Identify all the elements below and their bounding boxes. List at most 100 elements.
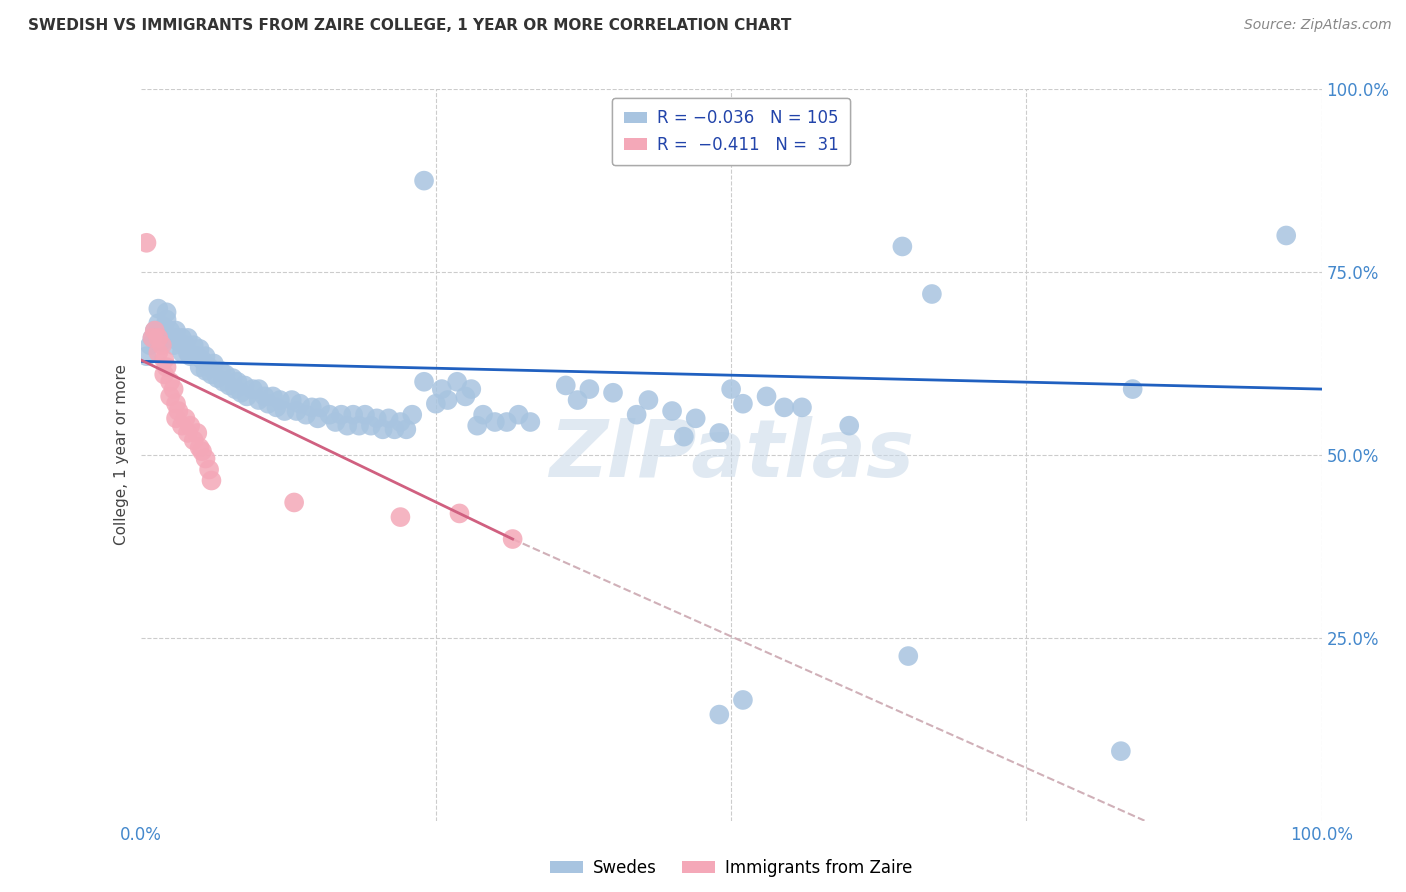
- Point: [209, 364, 232, 378]
- Point: [194, 451, 217, 466]
- Point: [153, 327, 176, 342]
- Point: [307, 411, 329, 425]
- Point: [288, 397, 311, 411]
- Point: [1275, 228, 1298, 243]
- Point: [318, 408, 340, 422]
- Point: [384, 422, 406, 436]
- Point: [731, 397, 754, 411]
- Point: [330, 408, 353, 422]
- Point: [371, 422, 394, 436]
- Point: [1122, 382, 1144, 396]
- Point: [449, 507, 471, 521]
- Point: [262, 389, 284, 403]
- Point: [266, 401, 288, 415]
- Point: [174, 411, 197, 425]
- Point: [198, 360, 221, 375]
- Point: [183, 434, 205, 448]
- Point: [165, 397, 187, 411]
- Point: [567, 393, 589, 408]
- Point: [465, 418, 488, 433]
- Point: [502, 532, 524, 546]
- Point: [148, 301, 170, 316]
- Point: [170, 331, 193, 345]
- Point: [191, 352, 214, 367]
- Point: [143, 324, 166, 338]
- Point: [285, 404, 308, 418]
- Point: [150, 334, 173, 349]
- Point: [508, 408, 530, 422]
- Point: [198, 462, 221, 476]
- Point: [177, 331, 200, 345]
- Point: [188, 360, 211, 375]
- Point: [755, 389, 778, 403]
- Point: [139, 338, 162, 352]
- Point: [1109, 744, 1132, 758]
- Point: [269, 393, 291, 408]
- Point: [281, 393, 304, 408]
- Point: [165, 411, 187, 425]
- Point: [155, 305, 177, 319]
- Point: [685, 411, 707, 425]
- Point: [170, 418, 193, 433]
- Point: [484, 415, 506, 429]
- Point: [891, 239, 914, 253]
- Point: [165, 331, 187, 345]
- Point: [472, 408, 495, 422]
- Point: [301, 401, 323, 415]
- Point: [226, 375, 249, 389]
- Point: [578, 382, 600, 396]
- Point: [838, 418, 860, 433]
- Point: [460, 382, 482, 396]
- Point: [731, 693, 754, 707]
- Point: [242, 382, 264, 396]
- Point: [495, 415, 517, 429]
- Point: [790, 401, 813, 415]
- Point: [519, 415, 541, 429]
- Point: [446, 375, 468, 389]
- Point: [153, 352, 176, 367]
- Point: [436, 393, 458, 408]
- Point: [207, 371, 229, 385]
- Point: [413, 375, 436, 389]
- Point: [159, 324, 181, 338]
- Point: [413, 173, 436, 188]
- Point: [389, 510, 412, 524]
- Point: [773, 401, 796, 415]
- Point: [150, 338, 173, 352]
- Point: [253, 389, 276, 403]
- Point: [214, 368, 236, 382]
- Point: [155, 312, 177, 326]
- Point: [921, 287, 943, 301]
- Point: [247, 393, 270, 408]
- Point: [177, 345, 200, 359]
- Point: [218, 378, 240, 392]
- Point: [141, 331, 163, 345]
- Point: [295, 408, 318, 422]
- Point: [148, 345, 170, 359]
- Point: [179, 349, 201, 363]
- Point: [342, 408, 364, 422]
- Point: [148, 316, 170, 330]
- Point: [661, 404, 683, 418]
- Point: [897, 649, 920, 664]
- Point: [233, 378, 256, 392]
- Point: [159, 331, 181, 345]
- Point: [167, 404, 190, 418]
- Point: [273, 404, 295, 418]
- Point: [672, 430, 695, 444]
- Point: [183, 338, 205, 352]
- Point: [155, 360, 177, 375]
- Point: [170, 345, 193, 359]
- Point: [179, 418, 201, 433]
- Point: [709, 707, 731, 722]
- Point: [188, 441, 211, 455]
- Point: [229, 385, 252, 400]
- Text: ZIPatlas: ZIPatlas: [548, 416, 914, 494]
- Point: [148, 331, 170, 345]
- Point: [425, 397, 447, 411]
- Point: [720, 382, 742, 396]
- Point: [186, 425, 208, 440]
- Point: [153, 368, 176, 382]
- Point: [283, 495, 305, 509]
- Point: [347, 418, 370, 433]
